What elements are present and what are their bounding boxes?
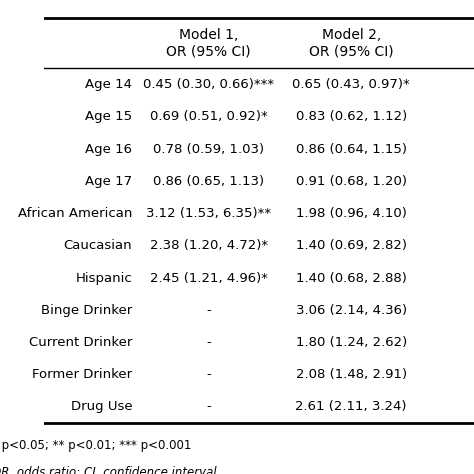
Text: Hispanic: Hispanic [75,272,132,284]
Text: Current Drinker: Current Drinker [29,336,132,349]
Text: -: - [206,368,211,381]
Text: 0.86 (0.64, 1.15): 0.86 (0.64, 1.15) [296,143,407,155]
Text: 2.38 (1.20, 4.72)*: 2.38 (1.20, 4.72)* [150,239,268,252]
Text: 0.69 (0.51, 0.92)*: 0.69 (0.51, 0.92)* [150,110,267,123]
Text: 1.40 (0.69, 2.82): 1.40 (0.69, 2.82) [296,239,407,252]
Text: Age 14: Age 14 [85,78,132,91]
Text: Age 16: Age 16 [85,143,132,155]
Text: 1.40 (0.68, 2.88): 1.40 (0.68, 2.88) [296,272,407,284]
Text: 2.61 (2.11, 3.24): 2.61 (2.11, 3.24) [295,401,407,413]
Text: -: - [206,336,211,349]
Text: Age 15: Age 15 [85,110,132,123]
Text: 2.45 (1.21, 4.96)*: 2.45 (1.21, 4.96)* [150,272,268,284]
Text: 1.98 (0.96, 4.10): 1.98 (0.96, 4.10) [296,207,407,220]
Text: 3.12 (1.53, 6.35)**: 3.12 (1.53, 6.35)** [146,207,271,220]
Text: 0.83 (0.62, 1.12): 0.83 (0.62, 1.12) [295,110,407,123]
Text: 0.65 (0.43, 0.97)*: 0.65 (0.43, 0.97)* [292,78,410,91]
Text: Age 17: Age 17 [85,175,132,188]
Text: OR, odds ratio; CI, confidence interval.: OR, odds ratio; CI, confidence interval. [0,465,221,474]
Text: 0.91 (0.68, 1.20): 0.91 (0.68, 1.20) [296,175,407,188]
Text: 0.86 (0.65, 1.13): 0.86 (0.65, 1.13) [153,175,264,188]
Text: African American: African American [18,207,132,220]
Text: 0.45 (0.30, 0.66)***: 0.45 (0.30, 0.66)*** [143,78,274,91]
Text: 0.78 (0.59, 1.03): 0.78 (0.59, 1.03) [153,143,264,155]
Text: Model 1,
OR (95% CI): Model 1, OR (95% CI) [166,28,251,58]
Text: 1.80 (1.24, 2.62): 1.80 (1.24, 2.62) [295,336,407,349]
Text: 2.08 (1.48, 2.91): 2.08 (1.48, 2.91) [296,368,407,381]
Text: -: - [206,304,211,317]
Text: -: - [206,401,211,413]
Text: Binge Drinker: Binge Drinker [41,304,132,317]
Text: Former Drinker: Former Drinker [32,368,132,381]
Text: * p<0.05; ** p<0.01; *** p<0.001: * p<0.05; ** p<0.01; *** p<0.001 [0,438,192,452]
Text: Model 2,
OR (95% CI): Model 2, OR (95% CI) [309,28,393,58]
Text: Drug Use: Drug Use [71,401,132,413]
Text: 3.06 (2.14, 4.36): 3.06 (2.14, 4.36) [296,304,407,317]
Text: Caucasian: Caucasian [64,239,132,252]
